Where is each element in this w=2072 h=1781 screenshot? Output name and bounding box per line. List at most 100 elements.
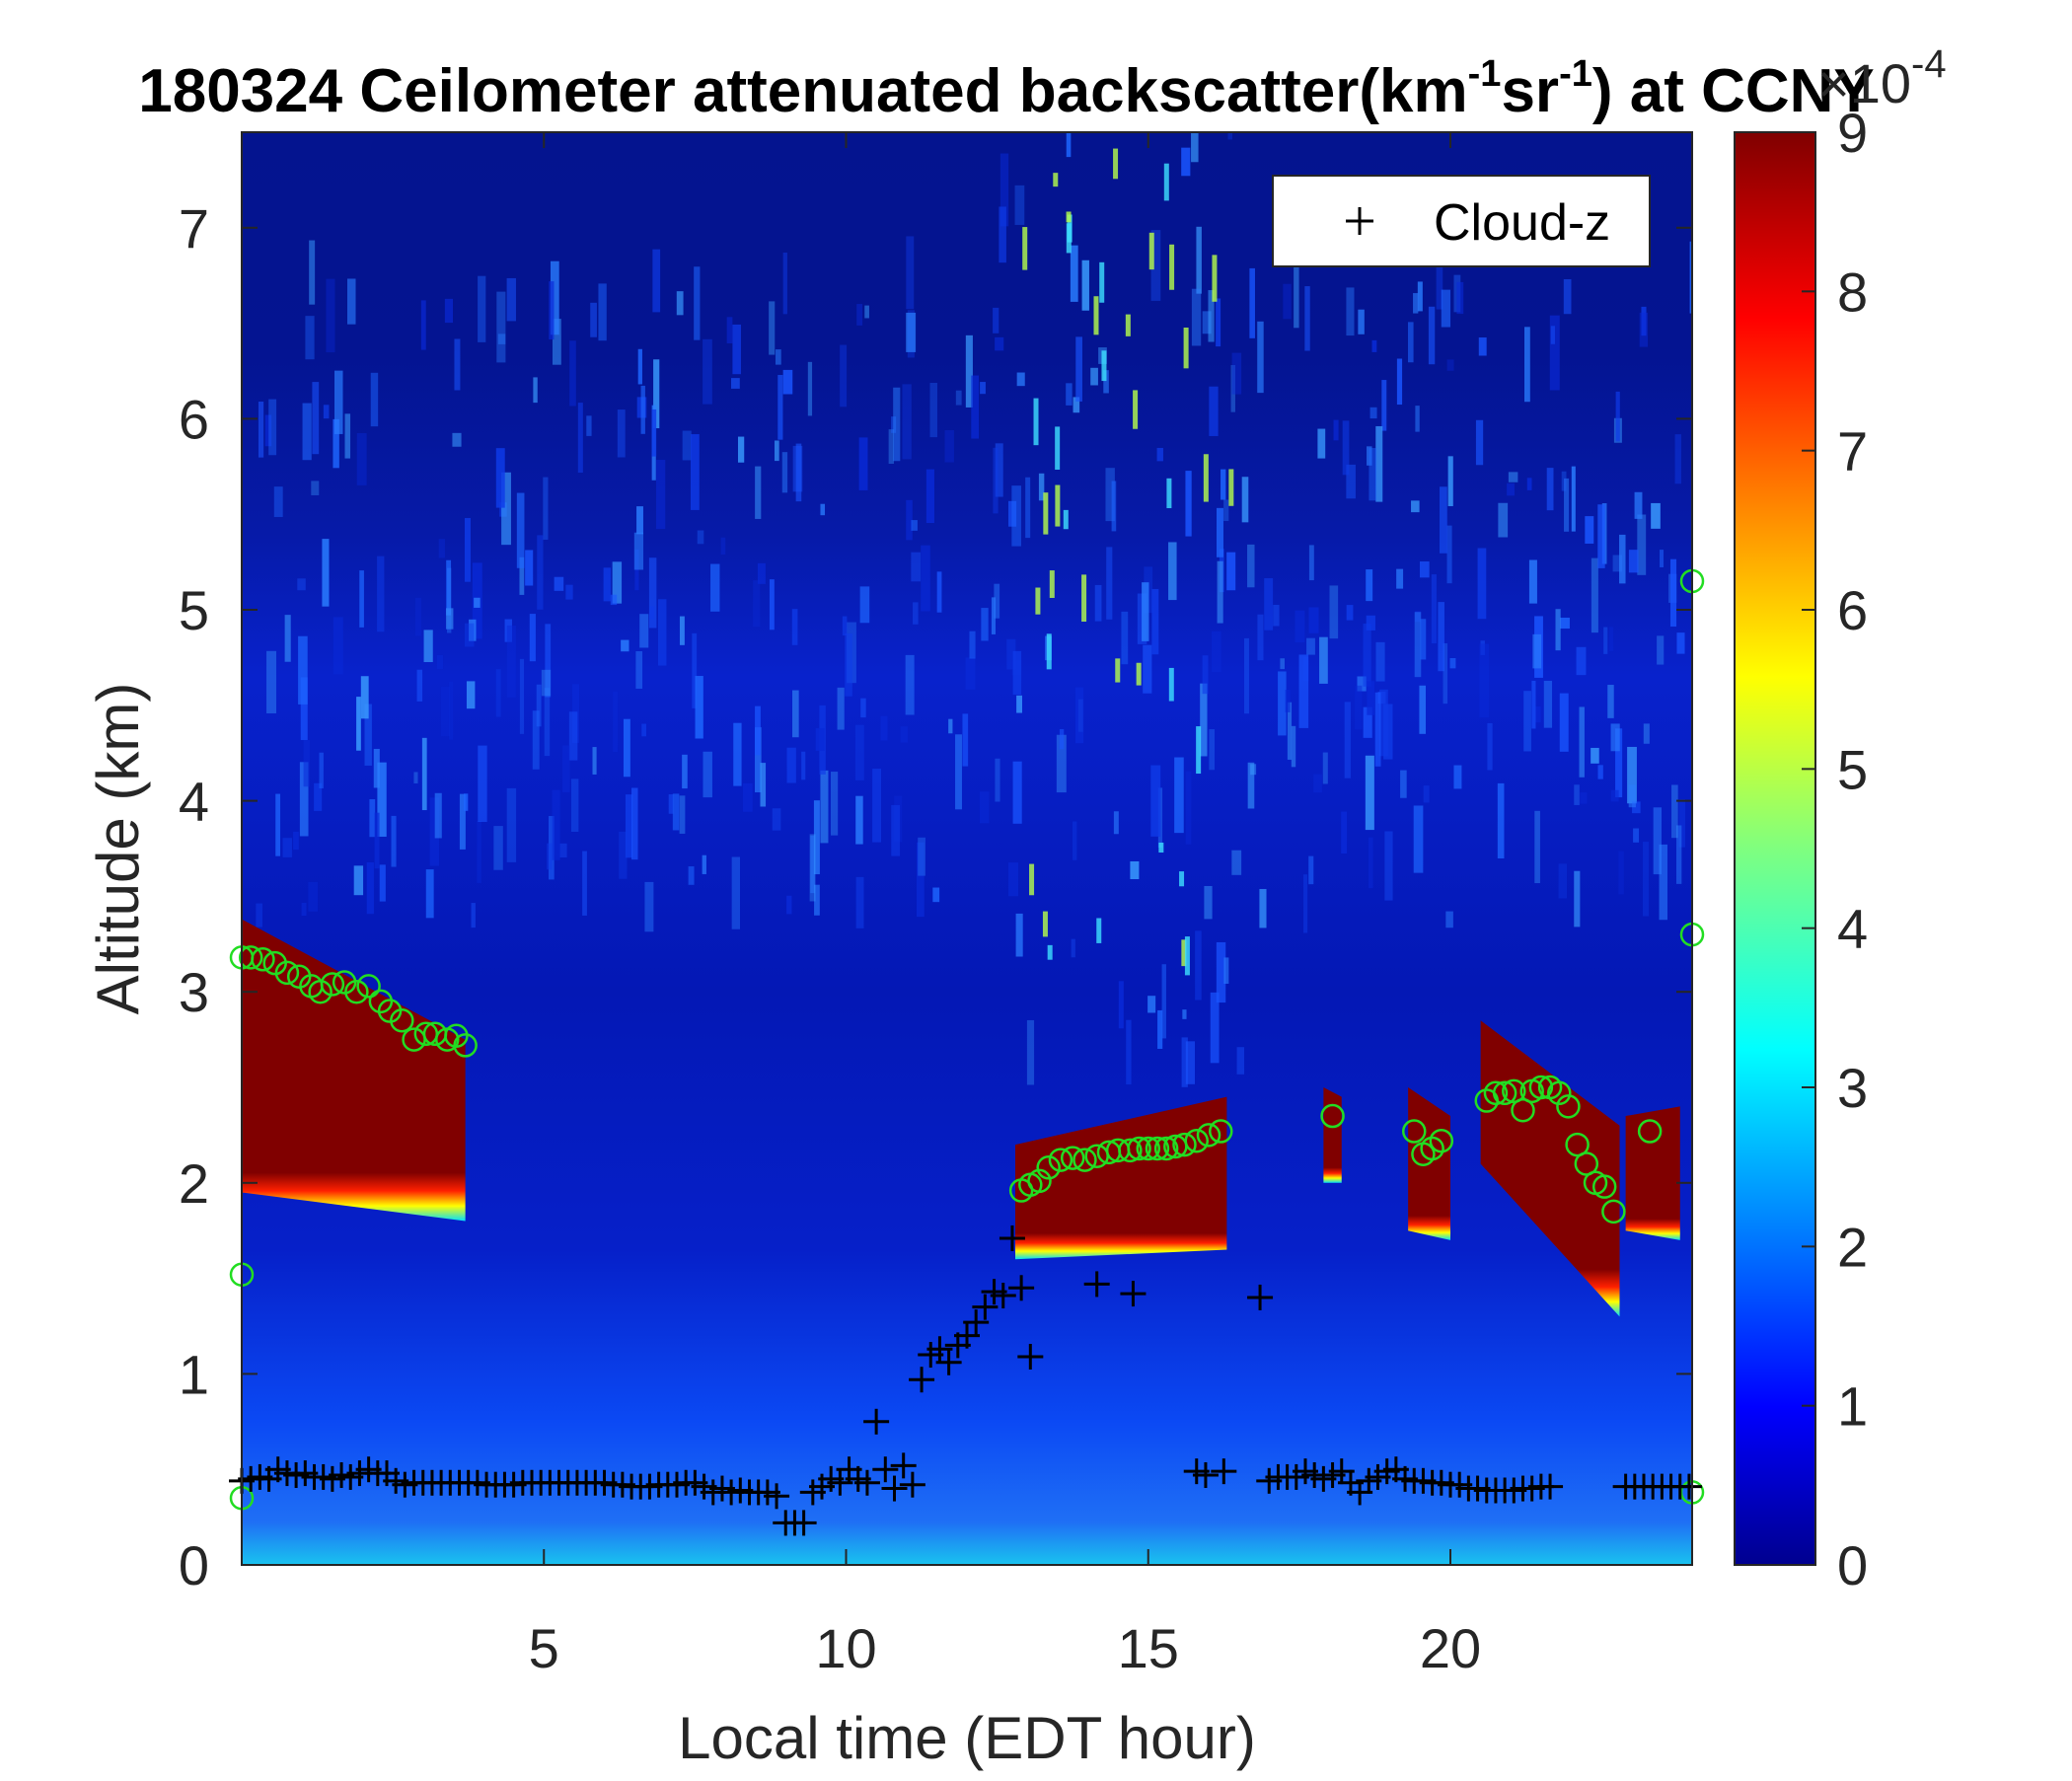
backscatter-speckle — [436, 654, 444, 670]
backscatter-speckle — [1344, 702, 1351, 779]
backscatter-speckle — [1319, 636, 1328, 684]
title-main: 180324 Ceilometer attenuated backscatter… — [138, 57, 1467, 125]
backscatter-speckle — [1156, 447, 1163, 462]
backscatter-speckle — [1456, 281, 1464, 315]
backscatter-speckle — [995, 758, 1000, 802]
backscatter-speckle — [1181, 147, 1191, 177]
backscatter-speckle — [554, 576, 564, 591]
backscatter-speckle — [1440, 486, 1447, 554]
backscatter-speckle — [1555, 609, 1561, 651]
backscatter-speckle — [1241, 477, 1249, 523]
backscatter-speckle — [1549, 315, 1560, 391]
backscatter-speckle — [652, 249, 661, 313]
backscatter-speckle — [1313, 774, 1322, 793]
backscatter-speckle — [1226, 552, 1236, 591]
green-circle-point — [1136, 1136, 1160, 1161]
backscatter-speckle — [1675, 825, 1682, 884]
backscatter-speckle — [1475, 419, 1484, 466]
backscatter-speckle — [1341, 811, 1348, 854]
backscatter-speckle-bright — [1096, 918, 1102, 943]
backscatter-speckle — [1038, 473, 1045, 501]
backscatter-speckle — [516, 492, 525, 568]
backscatter-speckle — [1659, 844, 1667, 921]
cloud-z-point — [881, 1475, 908, 1502]
backscatter-speckle — [1081, 260, 1089, 311]
backscatter-speckle — [459, 793, 466, 850]
backscatter-speckle — [344, 413, 351, 459]
backscatter-speckle — [346, 278, 356, 325]
backscatter-speckle — [1059, 728, 1065, 750]
backscatter-speckle — [1073, 397, 1080, 413]
colorbar-tick-label: 1 — [1837, 1375, 1868, 1438]
green-circle-point — [1565, 1132, 1590, 1157]
cloud-z-point — [1247, 1284, 1274, 1310]
backscatter-speckle — [1358, 309, 1365, 334]
backscatter-speckle-bright — [1035, 587, 1041, 615]
backscatter-speckle — [1628, 784, 1636, 808]
backscatter-speckle — [995, 443, 1003, 497]
backscatter-speckle — [532, 710, 540, 770]
backscatter-speckle-bright — [1099, 261, 1105, 303]
backscatter-speckle — [1479, 643, 1490, 718]
backscatter-speckle — [1294, 257, 1299, 329]
backscatter-speckle-bright — [1093, 296, 1099, 335]
backscatter-speckle — [1303, 874, 1308, 933]
green-circle-point — [390, 1007, 414, 1033]
backscatter-speckle — [1419, 561, 1430, 578]
backscatter-speckle-bright — [1042, 911, 1048, 937]
y-axis: 0 1 2 3 4 5 6 7 — [179, 197, 1692, 1596]
backscatter-speckle — [981, 608, 989, 641]
y-tick-label: 7 — [179, 197, 209, 260]
backscatter-speckle — [1074, 687, 1084, 744]
backscatter-speckle — [916, 842, 925, 918]
cloud-z-point — [890, 1452, 917, 1479]
backscatter-speckle — [1196, 226, 1202, 294]
backscatter-speckle — [1126, 1019, 1132, 1085]
cloud-z-point — [1192, 1462, 1219, 1489]
backscatter-speckle — [559, 843, 567, 858]
backscatter-speckle — [1396, 358, 1403, 406]
backscatter-speckle — [634, 549, 639, 591]
backscatter-speckle — [911, 552, 922, 582]
backscatter-speckle-bright — [1066, 211, 1072, 223]
backscatter-speckle — [932, 887, 940, 903]
green-circle-point — [1320, 1103, 1345, 1129]
y-tick-label: 4 — [179, 771, 209, 833]
backscatter-speckle — [880, 715, 888, 741]
backscatter-speckle — [1497, 782, 1505, 859]
backscatter-speckle — [1369, 407, 1377, 419]
backscatter-speckle — [1111, 481, 1117, 532]
backscatter-speckle — [1384, 831, 1393, 901]
backscatter-speckle — [590, 302, 597, 337]
backscatter-speckle — [781, 452, 788, 493]
colorbar-tick-label: 8 — [1837, 260, 1868, 323]
backscatter-speckle — [856, 304, 863, 326]
backscatter-speckle — [1202, 311, 1212, 334]
backscatter-speckle — [651, 408, 657, 457]
backscatter-speckle — [258, 402, 264, 458]
backscatter-speckle-bright — [1228, 469, 1234, 506]
backscatter-speckle — [425, 869, 434, 919]
backscatter-speckle — [1546, 468, 1554, 511]
backscatter-speckle — [1534, 705, 1541, 723]
backscatter-speckle — [525, 550, 534, 586]
backscatter-speckle — [1643, 842, 1650, 917]
backscatter-speckle — [1182, 1009, 1187, 1019]
backscatter-speckle — [1185, 1041, 1196, 1084]
green-circle-point — [1574, 1151, 1599, 1176]
backscatter-speckle — [731, 378, 740, 389]
backscatter-speckle — [1342, 420, 1350, 476]
cloud-layer-3 — [1323, 1087, 1342, 1183]
backscatter-speckle — [640, 385, 645, 434]
backscatter-speckle — [1633, 828, 1640, 843]
backscatter-speckle — [936, 571, 942, 613]
backscatter-speckle — [859, 586, 870, 624]
backscatter-speckle — [454, 338, 461, 391]
backscatter-speckle-bright — [1183, 327, 1189, 369]
backscatter-speckle — [820, 770, 829, 844]
backscatter-speckle — [1363, 706, 1372, 738]
backscatter-speckle — [888, 429, 895, 465]
backscatter-speckle — [1528, 559, 1537, 604]
colorbar-exponent-power: -4 — [1911, 42, 1947, 86]
